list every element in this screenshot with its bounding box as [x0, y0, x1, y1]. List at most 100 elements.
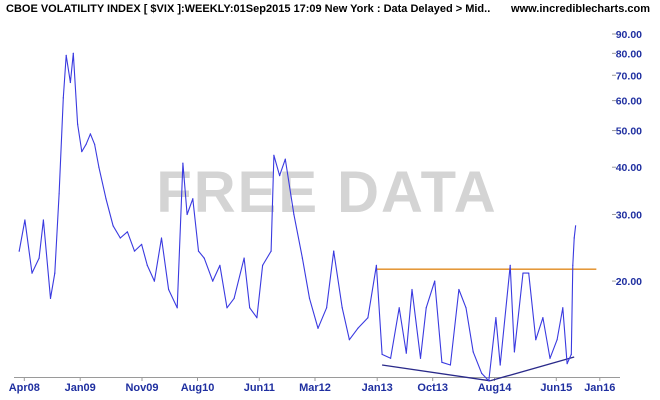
vix-data-point — [112, 225, 114, 227]
vix-data-point — [141, 243, 143, 245]
vix-data-point — [69, 81, 71, 84]
vix-data-point — [549, 357, 551, 359]
vix-data-point — [390, 357, 392, 359]
vix-data-point — [81, 151, 83, 153]
vix-data-point — [77, 123, 79, 125]
x-tick-label: Apr08 — [9, 382, 40, 394]
vix-data-point — [243, 257, 245, 259]
vix-data-point — [522, 272, 524, 274]
x-tick-label: Mar12 — [299, 382, 331, 394]
vix-data-point — [182, 162, 184, 164]
vix-data-point — [160, 237, 163, 239]
vix-data-point — [203, 257, 205, 259]
vix-data-point — [341, 307, 343, 309]
vix-data-point — [256, 317, 258, 319]
vix-data-point — [89, 133, 91, 135]
y-tick-label: 60.00 — [616, 96, 642, 108]
vix-data-point — [367, 317, 369, 319]
vix-data-point — [153, 280, 155, 282]
vix-price-line — [18, 52, 577, 382]
vix-data-point — [65, 54, 67, 57]
vix-data-point — [425, 307, 427, 309]
x-tick-label: Oct13 — [417, 382, 448, 394]
vix-data-point — [509, 264, 511, 266]
vix-data-point — [575, 225, 577, 227]
vix-data-point — [273, 154, 275, 156]
y-tick-label: 70.00 — [616, 70, 642, 82]
vix-data-point — [488, 380, 490, 382]
vix-data-point — [168, 288, 170, 291]
site-url[interactable]: www.incrediblecharts.com — [511, 3, 650, 15]
vix-data-point — [42, 219, 45, 221]
y-tick-label: 40.00 — [616, 162, 642, 174]
vix-data-point — [192, 198, 194, 200]
vix-data-point — [326, 307, 328, 309]
vix-data-point — [24, 219, 26, 221]
x-tick-label: Nov09 — [125, 382, 158, 394]
trendline — [381, 364, 491, 382]
vix-data-point — [495, 317, 497, 319]
vix-data-point — [348, 339, 350, 341]
vix-data-point — [566, 363, 568, 365]
vix-data-point — [270, 250, 272, 252]
x-tick-label: Jan09 — [65, 382, 96, 394]
vix-data-point — [146, 264, 148, 266]
vix-data-point — [535, 339, 537, 341]
vix-data-point — [72, 52, 74, 54]
vix-data-point — [419, 357, 422, 359]
vix-data-point — [375, 264, 377, 266]
x-tick-label: Jan16 — [584, 382, 615, 394]
vix-data-point — [119, 237, 121, 239]
vix-data-point — [233, 297, 235, 299]
vix-data-point — [301, 257, 303, 259]
vix-data-point — [249, 307, 251, 309]
vix-data-point — [458, 288, 460, 291]
vix-data-point — [94, 143, 96, 145]
y-tick-label: 80.00 — [616, 48, 642, 60]
vix-data-point — [434, 280, 436, 282]
vix-data-point — [573, 237, 575, 239]
vix-data-point — [279, 175, 281, 177]
vix-data-point — [18, 250, 20, 252]
vix-data-point — [411, 288, 413, 291]
vix-data-point — [262, 264, 264, 266]
vix-data-point — [176, 307, 178, 309]
vix-data-point — [31, 272, 33, 274]
vix-data-point — [126, 231, 128, 233]
vix-data-point — [226, 307, 228, 309]
trendline — [490, 356, 575, 382]
vix-data-point — [528, 272, 530, 274]
vix-data-point — [38, 257, 40, 259]
vix-data-point — [85, 143, 87, 145]
vix-data-point — [472, 351, 474, 353]
vix-data-point — [284, 158, 286, 160]
y-tick-label: 20.00 — [616, 276, 642, 288]
x-tick-label: Aug14 — [478, 382, 513, 394]
vix-data-point — [405, 352, 407, 354]
y-tick-label: 90.00 — [616, 29, 642, 41]
vix-data-point — [54, 272, 56, 274]
vix-data-point — [333, 250, 335, 252]
vix-data-point — [441, 361, 443, 363]
x-tick-label: Aug10 — [181, 382, 215, 394]
vix-data-point — [293, 213, 295, 216]
vix-data-point — [513, 351, 516, 353]
vix-data-point — [219, 264, 221, 266]
vix-data-point — [572, 264, 574, 266]
vix-data-point — [49, 297, 52, 299]
x-tick-label: Jan13 — [362, 382, 393, 394]
vix-data-point — [381, 353, 383, 355]
vix-data-point — [398, 307, 400, 309]
vix-data-point — [133, 250, 136, 252]
vix-data-point — [357, 327, 359, 329]
vix-data-point — [197, 250, 200, 252]
vix-data-point — [308, 297, 311, 299]
vix-data-point — [105, 198, 107, 200]
vix-data-point — [449, 364, 451, 366]
vix-data-point — [542, 317, 544, 319]
y-tick-label: 30.00 — [616, 209, 642, 221]
y-tick-label: 50.00 — [616, 126, 642, 138]
vix-data-point — [317, 327, 319, 329]
